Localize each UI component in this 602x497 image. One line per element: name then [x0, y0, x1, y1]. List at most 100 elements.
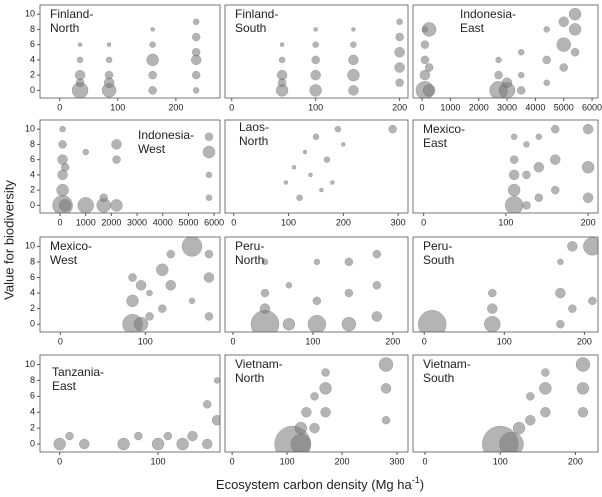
bubble — [510, 133, 518, 141]
y-tick-label: 10 — [25, 9, 35, 19]
panel-title: Mexico- — [50, 239, 92, 253]
panel-title: Vietnam- — [423, 357, 471, 371]
bubble — [76, 56, 84, 64]
panel-frame — [224, 354, 409, 453]
bubble — [341, 316, 357, 332]
bubble — [191, 48, 201, 57]
bubble — [188, 297, 196, 305]
panel-title: Vietnam- — [235, 357, 283, 371]
bubble — [203, 272, 215, 283]
bubble — [74, 69, 86, 81]
bubble — [105, 56, 113, 64]
bubble — [285, 282, 293, 289]
bubble — [540, 406, 551, 418]
bubble — [507, 183, 521, 197]
bubble — [517, 71, 525, 79]
x-tick-label: 0 — [57, 102, 62, 112]
panel-title: Indonesia- — [460, 7, 516, 21]
panel-title: South — [423, 371, 454, 385]
bubble — [250, 309, 280, 332]
x-tick-label: 100 — [280, 456, 295, 466]
x-tick-label: 0 — [230, 336, 235, 346]
bubble — [204, 312, 214, 321]
bubble — [341, 142, 346, 147]
bubble — [302, 149, 308, 155]
bubble — [156, 263, 169, 276]
x-tick-label: 0 — [58, 336, 63, 346]
bubble — [59, 125, 66, 133]
y-tick-label: 6 — [30, 272, 35, 282]
bubble — [150, 27, 155, 32]
bubble — [348, 85, 359, 96]
x-tick-label: 0 — [230, 456, 235, 466]
bubble — [60, 163, 70, 172]
y-tick-label: 10 — [25, 241, 35, 251]
bubble — [568, 304, 577, 313]
y-tick-label: 6 — [30, 391, 35, 401]
bubble — [308, 172, 313, 178]
bubble — [165, 280, 177, 291]
x-tick-label: 200 — [385, 336, 400, 346]
bubble — [533, 162, 545, 173]
panel — [415, 7, 582, 98]
bubble — [191, 32, 201, 42]
bubble — [487, 303, 498, 314]
x-tick-label: 1000 — [440, 102, 460, 112]
bubble — [211, 414, 220, 426]
panel-frame — [39, 4, 221, 99]
x-tick-label: 200 — [168, 102, 183, 112]
panel-frame — [224, 4, 409, 99]
bubble — [550, 124, 560, 134]
bubble — [558, 16, 569, 28]
bubble — [99, 193, 108, 203]
bubble — [104, 70, 114, 80]
y-tick-label: 8 — [30, 256, 35, 266]
bubble — [501, 77, 513, 89]
bubble — [117, 437, 130, 451]
panel — [283, 124, 397, 202]
y-tick-label: 6 — [30, 39, 35, 49]
x-tick-label: 0 — [58, 217, 63, 227]
panel-title: North — [235, 253, 264, 267]
bubble — [205, 171, 213, 179]
bubble — [158, 304, 167, 313]
bubble — [176, 437, 189, 451]
bubble — [192, 18, 200, 26]
bubble — [56, 183, 69, 197]
panel-frame — [412, 4, 599, 99]
bubble — [420, 40, 430, 49]
bubble — [128, 273, 137, 282]
bubble — [495, 56, 502, 64]
bubble — [126, 294, 139, 308]
bubble — [65, 431, 74, 441]
bubble — [134, 431, 143, 441]
panel — [481, 357, 591, 452]
bubble — [588, 296, 597, 306]
panel-title: North — [50, 21, 79, 35]
bubble — [568, 7, 582, 21]
bubble — [550, 185, 560, 195]
bubble — [526, 392, 535, 401]
x-tick-label: 0 — [422, 336, 427, 346]
y-tick-label: 0 — [30, 85, 35, 95]
bubble — [202, 145, 216, 159]
bubble — [417, 309, 447, 332]
bubble — [394, 62, 405, 73]
y-tick-label: 2 — [30, 70, 35, 80]
bubble — [260, 288, 270, 298]
x-tick-label: 200 — [568, 456, 583, 466]
bubble — [58, 140, 67, 149]
bubble — [192, 87, 200, 94]
bubble — [394, 47, 405, 58]
panel — [417, 237, 598, 332]
panel-title: West — [138, 142, 166, 156]
panel-frame — [39, 354, 221, 453]
bubble — [378, 357, 394, 372]
y-tick-label: 0 — [30, 200, 35, 210]
panel-title: Finland- — [235, 7, 278, 21]
bubble — [535, 133, 543, 141]
x-tick-label: 0 — [231, 217, 236, 227]
bubble — [568, 23, 582, 36]
x-label-main: Ecosystem carbon density (Mg ha — [216, 477, 413, 492]
